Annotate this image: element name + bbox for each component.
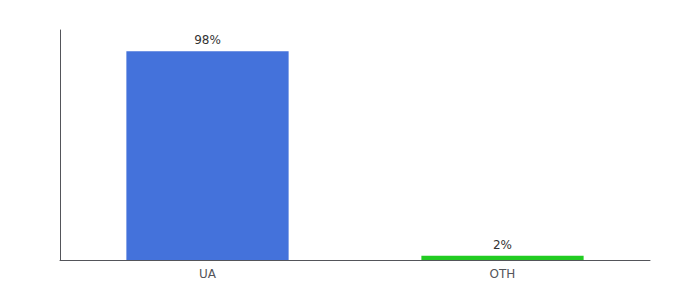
svg-text:UA: UA [199,267,217,281]
svg-text:98%: 98% [194,33,221,47]
svg-text:2%: 2% [493,238,512,252]
svg-text:OTH: OTH [490,267,516,281]
